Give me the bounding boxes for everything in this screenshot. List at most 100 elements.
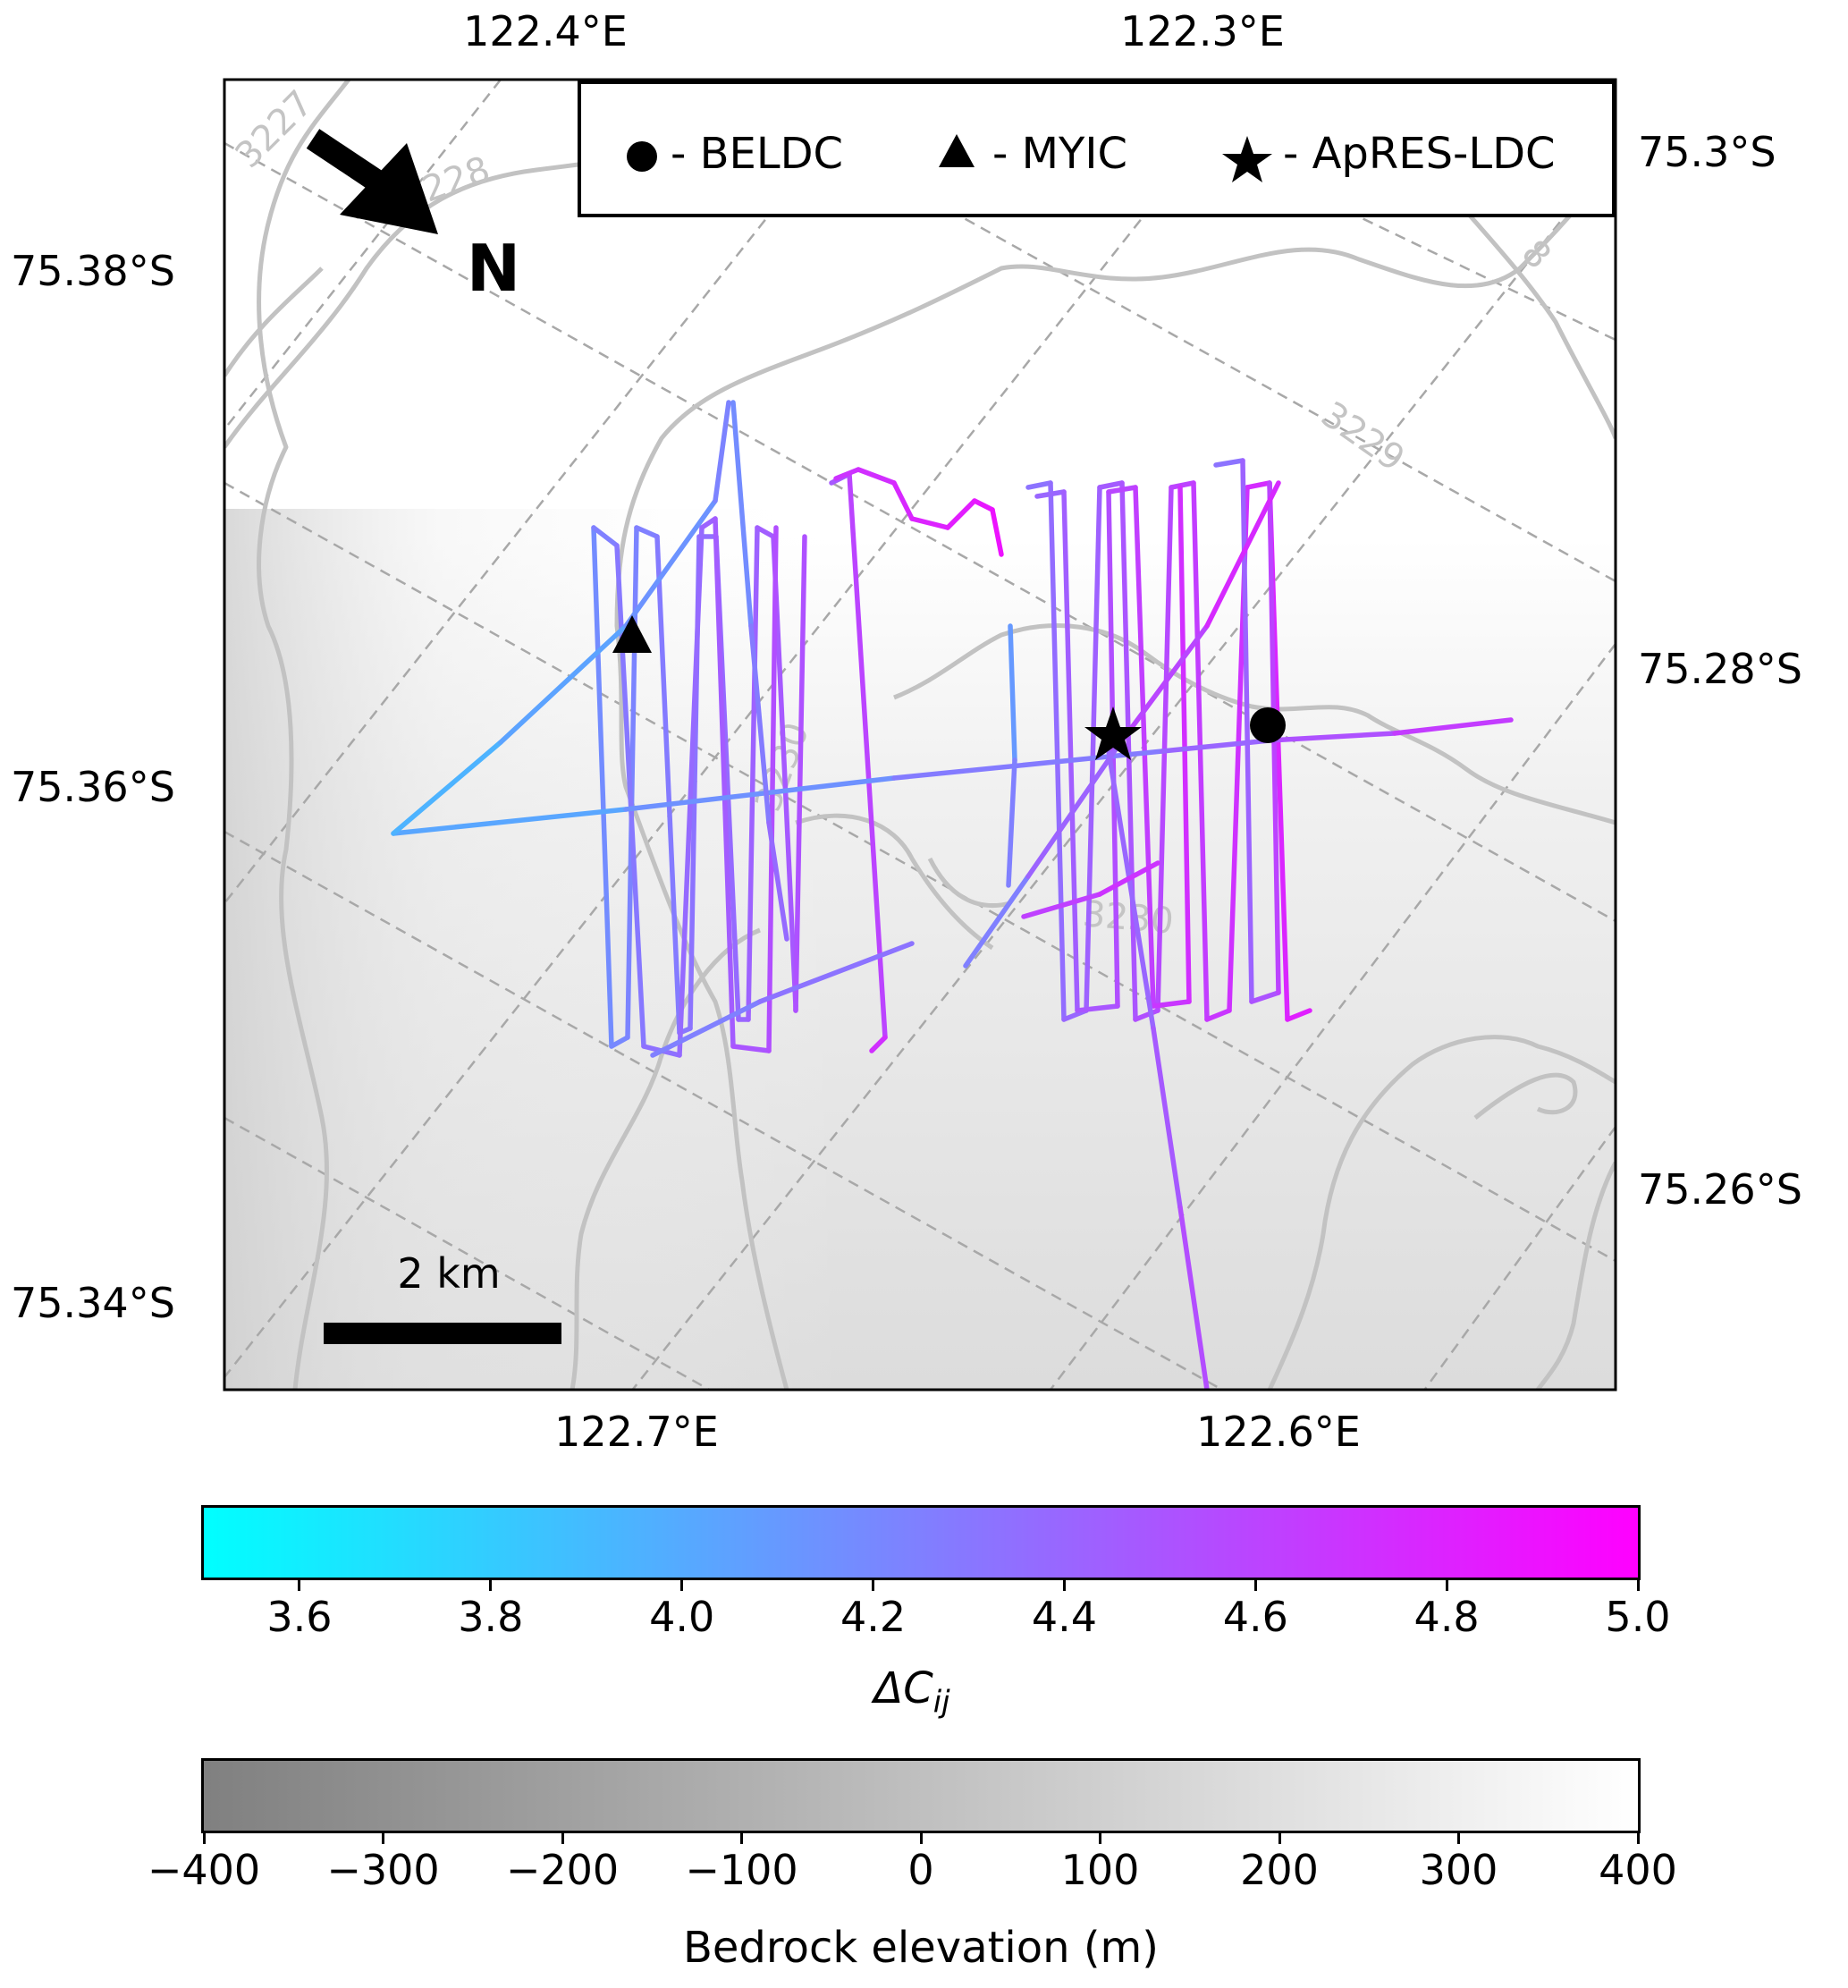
scale-bar-label: 2 km bbox=[397, 1249, 500, 1298]
track-segment bbox=[1151, 1026, 1183, 1210]
track-segment bbox=[1177, 485, 1192, 1004]
track-segment bbox=[1191, 480, 1210, 1022]
track-segment bbox=[1392, 717, 1514, 736]
colorbar-tick-label: −200 bbox=[505, 1846, 620, 1894]
left-lat-label: 75.38°S bbox=[11, 247, 175, 295]
myic-marker bbox=[612, 615, 652, 653]
track-segment bbox=[713, 516, 736, 1049]
colorbar-tick bbox=[919, 1833, 923, 1844]
track-segment bbox=[1034, 489, 1067, 499]
track-segment bbox=[391, 807, 629, 836]
colorbar-tick bbox=[489, 1580, 493, 1591]
colorbar-tick-label: −300 bbox=[326, 1846, 440, 1894]
colorbar-tick bbox=[1253, 1580, 1257, 1591]
track-segment bbox=[793, 534, 807, 1013]
track-segment bbox=[1204, 480, 1281, 629]
track-segment bbox=[833, 467, 861, 481]
track-segment bbox=[748, 623, 772, 825]
track-segment bbox=[1008, 623, 1017, 763]
legend-label-myic: - MYIC bbox=[992, 129, 1127, 179]
track-segment bbox=[1285, 1008, 1312, 1022]
track-segment bbox=[847, 471, 888, 1040]
track-segment bbox=[1119, 480, 1138, 1022]
track-segment bbox=[591, 525, 614, 1049]
colorbar-tick bbox=[740, 1833, 743, 1844]
colorbar-tick bbox=[382, 1833, 384, 1844]
track-segment bbox=[623, 775, 897, 812]
track-segment bbox=[634, 525, 660, 539]
colorbar-tick bbox=[680, 1580, 684, 1591]
colorbar-tick-label: 400 bbox=[1599, 1846, 1677, 1894]
top-lon-label: 122.4°E bbox=[463, 7, 628, 55]
legend-circle-icon bbox=[627, 141, 657, 172]
track-segment bbox=[1084, 485, 1102, 1013]
dc-colorbar bbox=[201, 1505, 1641, 1580]
colorbar-tick bbox=[1278, 1833, 1281, 1844]
colorbar-tick bbox=[1445, 1580, 1448, 1591]
track-segment bbox=[713, 400, 731, 503]
bottom-lon-label: 122.7°E bbox=[554, 1408, 719, 1456]
track-segment bbox=[730, 400, 754, 629]
track-segment bbox=[1133, 485, 1156, 1009]
dc-colorbar-title-main: ΔC bbox=[873, 1663, 933, 1713]
track-segment bbox=[869, 1035, 888, 1053]
colorbar-tick-label: 100 bbox=[1060, 1846, 1140, 1894]
colorbar-tick bbox=[1062, 1580, 1066, 1591]
colorbar-tick-label: 0 bbox=[907, 1846, 934, 1894]
track-segment bbox=[1075, 1003, 1120, 1013]
track-segment bbox=[945, 498, 977, 530]
track-segment bbox=[1267, 731, 1397, 743]
track-segment bbox=[1177, 1205, 1210, 1390]
track-segment bbox=[1048, 480, 1067, 1022]
top-lon-label: 122.3°E bbox=[1120, 7, 1285, 55]
colorbar-tick-label: 4.4 bbox=[1031, 1593, 1097, 1641]
colorbar-tick bbox=[202, 1833, 206, 1844]
track-segment bbox=[891, 749, 1165, 781]
colorbar-tick-label: −100 bbox=[685, 1846, 798, 1894]
track-segment bbox=[1106, 485, 1138, 495]
left-lat-label: 75.34°S bbox=[11, 1279, 175, 1327]
track-segment bbox=[391, 740, 503, 836]
track-segment bbox=[891, 480, 915, 521]
track-segment bbox=[591, 525, 620, 548]
beldc-marker bbox=[1250, 707, 1286, 743]
colorbar-tick-label: 3.6 bbox=[266, 1593, 333, 1641]
colorbar-tick-label: 4.6 bbox=[1222, 1593, 1288, 1641]
track-segment bbox=[1204, 1008, 1232, 1022]
legend-label-apres-ldc: - ApRES-LDC bbox=[1283, 129, 1556, 179]
radar-tracks bbox=[391, 400, 1514, 1390]
track-segment bbox=[856, 467, 897, 486]
track-segment bbox=[609, 1035, 630, 1049]
track-segment bbox=[1213, 458, 1245, 468]
bottom-lon-label: 122.6°E bbox=[1196, 1408, 1361, 1456]
track-segment bbox=[623, 498, 718, 629]
apres-ldc-marker bbox=[1084, 706, 1142, 760]
north-label: N bbox=[467, 231, 520, 306]
colorbar-tick-label: 300 bbox=[1419, 1846, 1498, 1894]
colorbar-tick-label: 3.8 bbox=[458, 1593, 524, 1641]
scale-bar bbox=[324, 1323, 561, 1344]
track-segment bbox=[755, 525, 776, 539]
track-segment bbox=[1151, 999, 1192, 1009]
dc-colorbar-title: ΔCij bbox=[873, 1663, 949, 1721]
track-segment bbox=[757, 941, 915, 1004]
right-lat-label: 75.3°S bbox=[1638, 128, 1776, 176]
legend-label-beldc: - BELDC bbox=[671, 129, 843, 179]
colorbar-tick bbox=[872, 1580, 875, 1591]
track-segment bbox=[498, 623, 629, 745]
track-segment bbox=[1025, 744, 1120, 879]
track-segment bbox=[1115, 623, 1210, 749]
map-plot-area: 3227 3228 3229 3230 3230 8 N 2 km bbox=[224, 80, 1616, 1390]
track-segment bbox=[990, 507, 1004, 557]
left-lat-label: 75.36°S bbox=[11, 763, 175, 811]
bedrock-colorbar bbox=[201, 1758, 1641, 1833]
legend: - BELDC - MYIC - ApRES-LDC bbox=[578, 80, 1616, 217]
north-arrow-icon bbox=[306, 129, 438, 234]
legend-star-icon bbox=[1222, 136, 1272, 182]
track-segment bbox=[1245, 480, 1272, 490]
colorbar-tick-label: 200 bbox=[1240, 1846, 1319, 1894]
track-segment bbox=[1025, 480, 1053, 490]
track-segment bbox=[746, 525, 760, 1022]
track-segment bbox=[1249, 990, 1281, 1004]
track-segment bbox=[654, 534, 682, 1036]
